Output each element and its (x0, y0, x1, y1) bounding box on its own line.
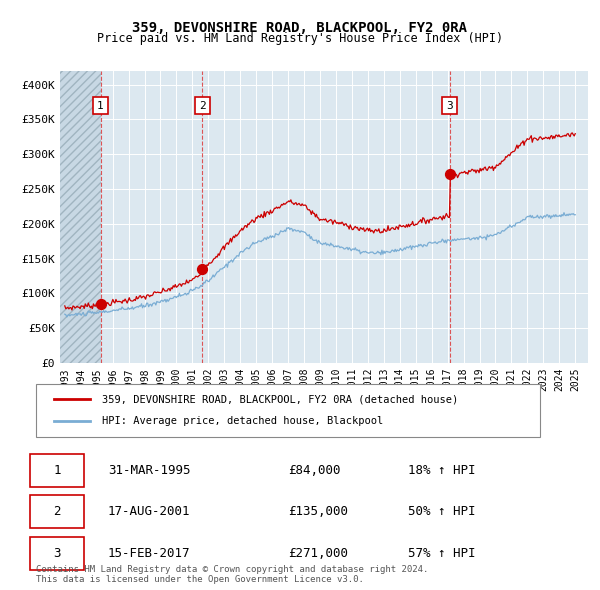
Text: 3: 3 (53, 546, 61, 560)
Text: 50% ↑ HPI: 50% ↑ HPI (408, 505, 476, 519)
Text: 2: 2 (199, 100, 206, 110)
Text: 3: 3 (446, 100, 453, 110)
Text: £271,000: £271,000 (288, 546, 348, 560)
FancyBboxPatch shape (36, 384, 540, 438)
FancyBboxPatch shape (30, 496, 84, 529)
Point (445, 170, 454, 179)
Point (96, 300, 106, 309)
Text: 359, DEVONSHIRE ROAD, BLACKPOOL, FY2 0RA: 359, DEVONSHIRE ROAD, BLACKPOOL, FY2 0RA (133, 21, 467, 35)
Text: 1: 1 (97, 100, 104, 110)
Text: 17-AUG-2001: 17-AUG-2001 (108, 505, 191, 519)
Text: 359, DEVONSHIRE ROAD, BLACKPOOL, FY2 0RA (detached house): 359, DEVONSHIRE ROAD, BLACKPOOL, FY2 0RA… (102, 394, 458, 404)
Text: 57% ↑ HPI: 57% ↑ HPI (408, 546, 476, 560)
Text: Contains HM Land Registry data © Crown copyright and database right 2024.
This d: Contains HM Land Registry data © Crown c… (36, 565, 428, 584)
FancyBboxPatch shape (30, 454, 84, 487)
Text: 15-FEB-2017: 15-FEB-2017 (108, 546, 191, 560)
Text: 18% ↑ HPI: 18% ↑ HPI (408, 464, 476, 477)
Text: 2: 2 (53, 505, 61, 519)
Bar (60, 71, 101, 363)
Text: 1: 1 (53, 464, 61, 477)
Point (197, 264, 207, 274)
FancyBboxPatch shape (30, 537, 84, 570)
Text: £135,000: £135,000 (288, 505, 348, 519)
Text: Price paid vs. HM Land Registry's House Price Index (HPI): Price paid vs. HM Land Registry's House … (97, 32, 503, 45)
Text: 31-MAR-1995: 31-MAR-1995 (108, 464, 191, 477)
Text: £84,000: £84,000 (288, 464, 341, 477)
Text: HPI: Average price, detached house, Blackpool: HPI: Average price, detached house, Blac… (102, 415, 383, 425)
